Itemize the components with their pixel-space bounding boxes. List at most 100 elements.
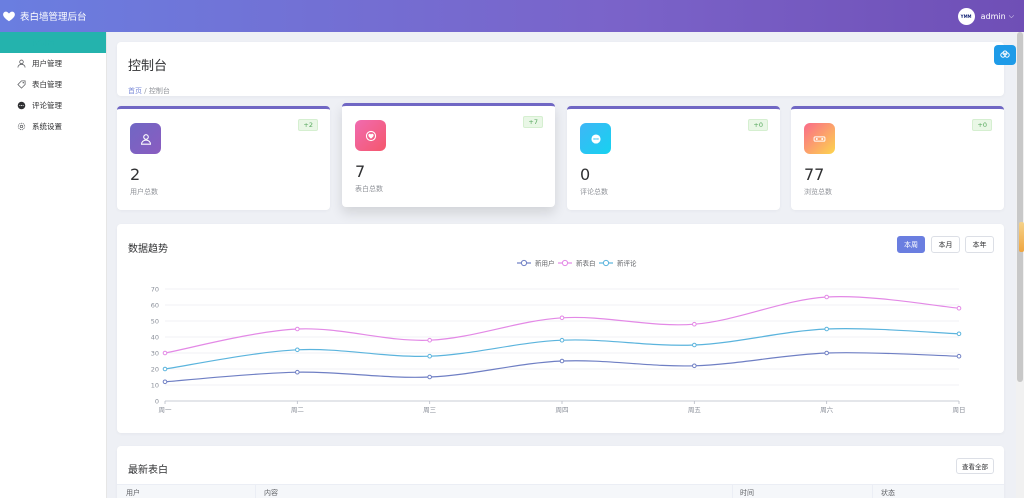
page-title: 控制台: [128, 59, 168, 74]
brand[interactable]: 表白墙管理后台: [0, 0, 107, 32]
stat-value: 77: [804, 165, 825, 184]
data-point: [956, 305, 962, 311]
stat-badge: +2: [298, 119, 318, 131]
dashboard-icon: [17, 38, 26, 47]
latest-title: 最新表白: [128, 465, 168, 476]
column-divider: [872, 485, 873, 498]
legend-marker: [520, 259, 528, 267]
data-point: [559, 358, 565, 364]
sidebar-item-comments[interactable]: 评论管理: [0, 95, 106, 116]
heart-icon: [3, 11, 15, 22]
legend-marker: [561, 259, 569, 267]
stat-value: 0: [580, 165, 591, 184]
x-tick-label: 周六: [820, 405, 834, 414]
stat-badge: +0: [748, 119, 768, 131]
tab-year[interactable]: 本年: [965, 236, 994, 253]
breadcrumb-home[interactable]: 首页: [128, 87, 142, 95]
stat-card-confessions[interactable]: +7 7 表白总数: [342, 103, 555, 207]
stat-badge: +7: [523, 116, 543, 128]
data-point: [295, 369, 300, 375]
sidebar: 控制台 用户管理 表白管理 评论管理 系统设置: [0, 32, 107, 498]
column-header-status[interactable]: 状态: [881, 489, 895, 497]
sidebar-item-label: 评论管理: [32, 101, 62, 110]
data-point: [559, 337, 565, 343]
gear-icon: [17, 122, 26, 131]
column-divider: [255, 485, 256, 498]
table-header: 用户 内容 时间 状态: [117, 484, 1004, 498]
scroll-accent: [1019, 222, 1024, 252]
data-point: [162, 366, 168, 372]
stat-card-views[interactable]: +0 77 浏览总数: [791, 106, 1004, 210]
stat-label: 表白总数: [355, 185, 383, 193]
stat-label: 浏览总数: [804, 188, 832, 196]
stat-badge: +0: [972, 119, 992, 131]
data-point: [162, 379, 168, 385]
page-header: 控制台 首页 / 控制台: [117, 42, 1004, 96]
avatar[interactable]: YMM: [957, 7, 975, 25]
sidebar-item-dashboard[interactable]: 控制台: [0, 32, 106, 53]
column-header-user[interactable]: 用户: [126, 489, 140, 497]
legend-label: 新用户: [535, 259, 555, 268]
heart-tag-icon: [17, 80, 26, 89]
stat-label: 评论总数: [580, 188, 608, 196]
sidebar-item-users[interactable]: 用户管理: [0, 53, 106, 74]
stat-value: 7: [355, 162, 366, 181]
trend-card: 数据趋势 本周 本月 本年 0 10 20 30 40 50 60 70 周一 周二 周三 周四 周五 周…: [117, 224, 1004, 433]
breadcrumb: 首页 / 控制台: [128, 86, 170, 96]
tab-month[interactable]: 本月: [931, 236, 960, 253]
column-header-time[interactable]: 时间: [740, 489, 754, 497]
data-point: [162, 350, 168, 356]
sidebar-item-settings[interactable]: 系统设置: [0, 116, 106, 137]
breadcrumb-current: 控制台: [148, 87, 170, 95]
sidebar-item-label: 表白管理: [32, 80, 62, 89]
user-menu[interactable]: YMM admin ⌵: [957, 0, 1014, 32]
y-tick-label: 0: [155, 398, 159, 406]
scrollbar[interactable]: [1016, 32, 1024, 498]
stat-label: 用户总数: [130, 188, 158, 196]
x-tick-label: 周日: [953, 406, 966, 414]
y-tick-label: 30: [151, 350, 159, 358]
trend-title: 数据趋势: [128, 244, 168, 255]
tab-week[interactable]: 本周: [897, 236, 925, 253]
data-point: [824, 294, 829, 300]
latest-card: 最新表白 查看全部 用户 内容 时间 状态: [117, 446, 1004, 498]
column-divider: [732, 485, 733, 498]
sidebar-item-label: 控制台: [32, 38, 55, 47]
breadcrumb-separator: /: [144, 87, 147, 95]
user-icon: [130, 123, 161, 154]
data-point: [295, 347, 300, 353]
y-tick-label: 50: [151, 318, 159, 326]
eye-icon: [804, 123, 835, 154]
user-icon: [17, 59, 26, 68]
main-content: 控制台 首页 / 控制台 +2 2 用户总数 +7 7 表白总数 +0 0 评论…: [107, 32, 1016, 498]
series-line-0: [164, 352, 960, 383]
user-name[interactable]: admin: [980, 11, 1006, 21]
stat-value: 2: [130, 165, 141, 184]
x-tick-label: 周四: [556, 406, 569, 414]
data-point: [295, 326, 300, 332]
y-tick-label: 70: [151, 286, 159, 294]
cloud-icon[interactable]: [994, 45, 1016, 65]
avatar-text: YMM: [960, 13, 972, 19]
data-point: [427, 374, 432, 380]
heart-icon: [355, 120, 386, 151]
comment-icon: [580, 123, 611, 154]
y-tick-label: 40: [151, 334, 159, 342]
view-all-button[interactable]: 查看全部: [956, 458, 994, 474]
stat-card-users[interactable]: +2 2 用户总数: [117, 106, 330, 210]
comment-icon: [17, 101, 26, 110]
sidebar-item-confessions[interactable]: 表白管理: [0, 74, 106, 95]
stat-card-comments[interactable]: +0 0 评论总数: [567, 106, 780, 210]
legend-marker: [602, 259, 610, 267]
data-point: [956, 331, 962, 337]
app-title: 表白墙管理后台: [20, 12, 87, 23]
x-tick-label: 周五: [688, 406, 702, 414]
data-point: [427, 337, 432, 343]
legend-label: 新表白: [576, 259, 596, 268]
top-header: 表白墙管理后台 YMM admin ⌵: [0, 0, 1024, 32]
scrollbar-thumb[interactable]: [1017, 32, 1023, 382]
trend-chart: 0 10 20 30 40 50 60 70 周一 周二 周三 周四 周五 周六 周日 新用户 新表白 新评论: [151, 259, 966, 415]
data-point: [956, 353, 962, 359]
chevron-down-icon[interactable]: ⌵: [1008, 11, 1014, 20]
column-header-content[interactable]: 内容: [264, 489, 278, 497]
